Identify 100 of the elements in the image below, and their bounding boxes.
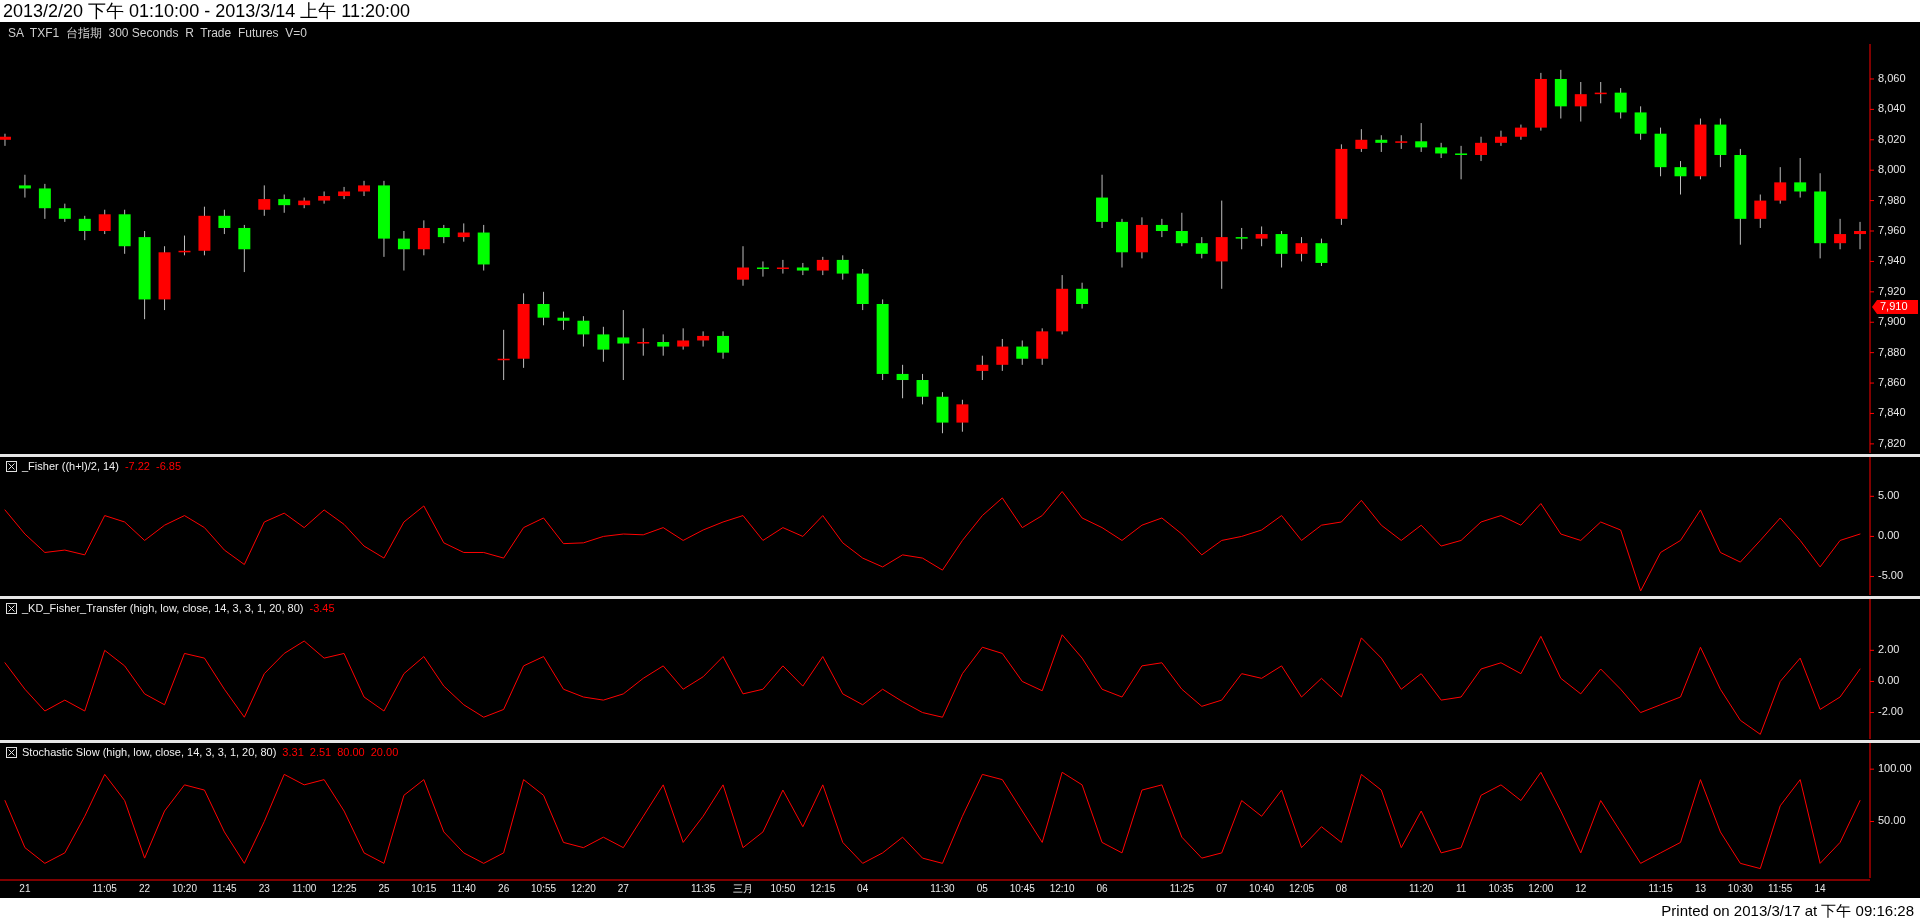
y-tick-label: -5.00 <box>1878 569 1904 582</box>
x-tick-label: 11:45 <box>212 883 237 894</box>
x-tick-label: 11:40 <box>451 883 477 894</box>
x-tick-label: 12 <box>1575 883 1587 894</box>
annotation: -7.22 <box>124 460 150 472</box>
candlestick <box>278 194 291 214</box>
x-tick-label: 11:15 <box>1648 883 1674 894</box>
x-tick-label: 11:25 <box>1169 883 1195 894</box>
y-tick-label: 0.00 <box>1878 674 1900 687</box>
candlestick <box>896 364 909 399</box>
x-tick-label: 04 <box>857 883 869 894</box>
chart-subtitle: SA TXF1 台指期 300 Seconds R Trade Futures V=0 <box>8 26 308 40</box>
x-tick-label: 12:10 <box>1049 883 1076 894</box>
candlestick <box>1794 157 1807 199</box>
x-tick-label: 08 <box>1335 883 1348 894</box>
candlestick <box>1854 221 1867 250</box>
candlestick <box>1295 236 1308 262</box>
y-tick-label: 7,920 <box>1878 284 1906 297</box>
x-tick-label: 27 <box>617 883 630 894</box>
x-tick-label: 10:30 <box>1727 883 1754 894</box>
candlestick <box>836 254 849 281</box>
x-tick-label: 11:55 <box>1768 883 1793 894</box>
candlestick <box>617 309 630 381</box>
candlestick <box>1016 339 1029 366</box>
candlestick <box>1076 282 1089 310</box>
candlestick <box>1495 130 1507 147</box>
candlestick <box>1435 142 1448 159</box>
x-tick-label: 13 <box>1694 883 1707 894</box>
candlestick <box>1195 236 1208 259</box>
line-series <box>4 491 1861 592</box>
candlestick <box>1355 128 1368 153</box>
x-tick-label: 10:55 <box>531 883 557 894</box>
candlestick <box>358 180 370 197</box>
candlestick <box>1315 238 1328 267</box>
annotation: -3.45 <box>309 602 335 614</box>
x-tick-label: 10:15 <box>411 883 437 894</box>
x-tick-label: 06 <box>1096 883 1109 894</box>
candlestick <box>318 190 331 205</box>
candlestick <box>1834 218 1847 250</box>
y-tick-label: 7,980 <box>1878 193 1906 206</box>
y-tick-label: 8,040 <box>1878 102 1906 115</box>
candlestick <box>1634 105 1647 141</box>
text: Printed on 2013/3/17 at 下午 09:16:28 <box>1661 902 1914 919</box>
x-tick-label: 12:15 <box>810 883 836 894</box>
candlestick <box>717 330 730 360</box>
candlestick <box>1175 212 1188 247</box>
x-tick-label: 12:05 <box>1289 883 1315 894</box>
candlestick <box>1475 136 1488 162</box>
text: 7,910 <box>1880 299 1908 312</box>
x-tick-label: 12:25 <box>331 883 358 894</box>
y-tick-label: 7,880 <box>1878 345 1906 358</box>
candlestick <box>397 230 410 272</box>
y-tick-label: 100.00 <box>1878 762 1912 775</box>
candlestick <box>657 333 670 357</box>
y-tick-label: 7,840 <box>1878 406 1906 419</box>
x-tick-label: 11:35 <box>690 883 716 894</box>
candlestick <box>557 311 570 331</box>
annotation: 2.51 <box>309 746 332 758</box>
y-tick-label: 0.00 <box>1878 529 1900 542</box>
candlestick <box>816 256 829 276</box>
candlestick <box>437 224 450 244</box>
candlestick <box>417 219 430 256</box>
candlestick <box>1674 160 1687 196</box>
candlestick <box>78 215 91 241</box>
candlestick <box>1614 87 1627 119</box>
candlestick <box>1235 227 1248 250</box>
y-tick-label: 7,960 <box>1878 223 1906 236</box>
annotation: 20.00 <box>370 746 399 758</box>
x-tick-label: 21 <box>19 883 31 894</box>
x-tick-label: 三月 <box>733 883 754 894</box>
x-tick-label: 10:40 <box>1249 883 1275 894</box>
candlestick <box>677 327 690 351</box>
candlestick <box>38 183 51 220</box>
chart-title: _KD_Fisher_Transfer (high, low, close, 14, 3, 3, 1, 20, 80) <box>22 602 304 614</box>
x-tick-label: 26 <box>498 883 510 894</box>
x-tick-label: 11:30 <box>930 883 956 894</box>
candlestick <box>1415 122 1428 153</box>
y-tick-label: 8,060 <box>1878 71 1906 84</box>
candlestick <box>737 245 749 287</box>
y-tick-label: 5.00 <box>1878 489 1900 502</box>
x-tick-label: 10:45 <box>1009 883 1036 894</box>
x-tick-label: 10:50 <box>770 883 796 894</box>
x-tick-label: 10:35 <box>1488 883 1514 894</box>
y-tick-label: 50.00 <box>1878 814 1906 827</box>
annotation: 3.31 <box>282 746 304 758</box>
x-tick-label: 10:20 <box>171 883 198 894</box>
x-tick-label: 11:00 <box>292 883 317 894</box>
y-tick-label: 2.00 <box>1878 643 1900 656</box>
y-tick-label: 8,020 <box>1878 132 1906 145</box>
y-tick-label: 7,900 <box>1878 315 1906 328</box>
annotation: 80.00 <box>337 746 365 758</box>
x-tick-label: 07 <box>1216 883 1228 894</box>
candlestick <box>1155 218 1168 238</box>
y-tick-label: 8,000 <box>1878 163 1906 176</box>
y-tick-label: 7,940 <box>1878 254 1906 267</box>
candlestick <box>258 184 271 217</box>
candlestick <box>537 291 550 326</box>
candlestick <box>577 315 590 348</box>
candlestick <box>916 373 929 405</box>
candlestick <box>0 133 11 147</box>
